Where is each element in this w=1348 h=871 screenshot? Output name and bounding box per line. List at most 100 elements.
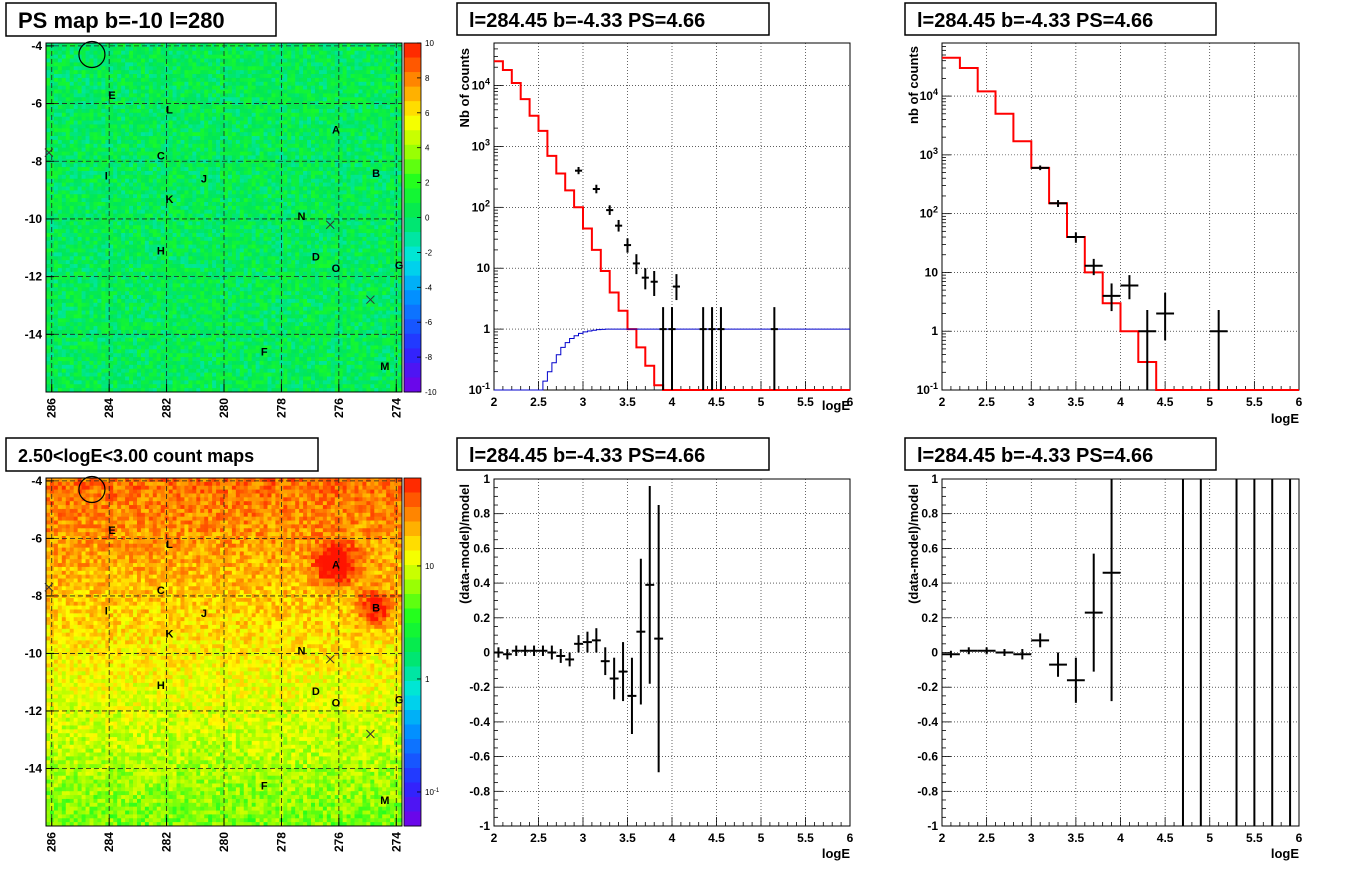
ps-cell — [46, 267, 51, 273]
ps-cell — [73, 194, 79, 199]
ps-cell — [65, 295, 71, 300]
ps-cell — [255, 279, 261, 285]
ps-cell — [140, 89, 146, 95]
ps-cell — [113, 260, 118, 265]
ps-cell — [243, 221, 249, 226]
ps-cell — [136, 376, 142, 381]
ps-cell — [93, 333, 99, 339]
ps-cell — [251, 112, 257, 118]
ps-cell — [113, 190, 118, 195]
ps-cell — [247, 132, 253, 137]
ps-cell — [259, 97, 265, 102]
ps-cell — [121, 58, 126, 63]
ps-cell — [46, 326, 51, 331]
ps-cell — [109, 105, 114, 110]
ps-cell — [109, 372, 114, 378]
ps-cell — [176, 357, 182, 362]
ps-cell — [61, 70, 67, 75]
ps-cell — [251, 384, 257, 389]
ps-cell — [61, 174, 67, 180]
ps-cell — [176, 341, 182, 347]
ps-cell — [125, 248, 130, 253]
ps-cell — [140, 279, 146, 285]
ps-cell — [49, 240, 55, 246]
ps-cell — [73, 275, 79, 281]
ps-cell — [196, 58, 201, 63]
ps-cell — [243, 353, 249, 358]
ps-cell — [93, 279, 99, 285]
ps-cell — [259, 101, 265, 106]
ps-cell — [172, 201, 178, 207]
ps-cell — [235, 143, 241, 149]
ps-cell — [140, 43, 146, 48]
ps-cell — [125, 283, 130, 288]
ps-cell — [61, 124, 67, 129]
ps-cell — [93, 306, 99, 312]
ps-cell — [227, 151, 233, 157]
ps-cell — [93, 120, 99, 126]
ps-cell — [196, 217, 201, 222]
ps-cell — [200, 190, 205, 195]
ps-cell — [121, 167, 126, 172]
ps-cell — [93, 124, 99, 129]
ps-cell — [220, 163, 225, 168]
ps-cell — [176, 244, 182, 250]
ps-cell — [184, 116, 189, 122]
ps-cell — [101, 97, 106, 102]
ps-cell — [231, 182, 237, 188]
ps-cell — [148, 198, 154, 203]
ps-cell — [140, 233, 146, 238]
ps-cell — [117, 89, 122, 95]
ps-cell — [85, 283, 91, 288]
ps-cell — [113, 120, 118, 126]
ps-cell — [176, 81, 182, 87]
ps-cell — [188, 43, 193, 48]
ps-cell — [77, 124, 83, 129]
ps-cell — [117, 275, 122, 281]
ps-cell — [136, 167, 142, 172]
ps-cell — [243, 295, 249, 300]
ps-cell — [81, 93, 87, 98]
ps-map-panel: PS map b=-10 l=280 286 284 282 280 278 276 274… — [5, 2, 437, 418]
ps-cell — [160, 345, 166, 350]
ps-cell — [176, 66, 182, 71]
ps-cell — [77, 310, 83, 316]
ps-cell — [89, 236, 95, 242]
ps-cell — [89, 295, 95, 300]
ps-cell — [113, 58, 118, 63]
ps-cell — [251, 46, 257, 52]
ps-cell — [192, 314, 197, 319]
ps-cell — [65, 372, 71, 378]
ps-cell — [156, 62, 162, 67]
ps-cell — [172, 283, 178, 288]
ps-cell — [93, 357, 99, 362]
ps-cell — [156, 236, 162, 242]
ps-cell — [243, 182, 249, 188]
ps-cell — [69, 291, 75, 296]
ps-cell — [73, 66, 79, 71]
ps-cell — [156, 349, 162, 354]
ps-cell — [136, 279, 142, 285]
ps-cell — [73, 77, 79, 83]
ps-cell — [263, 85, 269, 91]
ps-cell — [57, 74, 63, 79]
ps-cell — [204, 275, 209, 281]
ps-cell — [208, 283, 213, 288]
ps-cell — [57, 178, 63, 184]
ps-cell — [176, 163, 182, 168]
ps-cell — [97, 260, 102, 265]
ps-cell — [73, 147, 79, 153]
ps-cell — [49, 143, 55, 149]
ps-cell — [227, 97, 233, 102]
ps-cell — [224, 240, 229, 246]
ps-cell — [65, 233, 71, 238]
ps-cell — [49, 337, 55, 343]
ps-cell — [97, 384, 102, 389]
ps-cell — [140, 240, 146, 246]
ps-cell — [117, 108, 122, 114]
ps-cell — [140, 229, 146, 234]
ps-cell — [224, 46, 229, 52]
ps-cell — [247, 186, 253, 191]
ps-cell — [176, 353, 182, 358]
